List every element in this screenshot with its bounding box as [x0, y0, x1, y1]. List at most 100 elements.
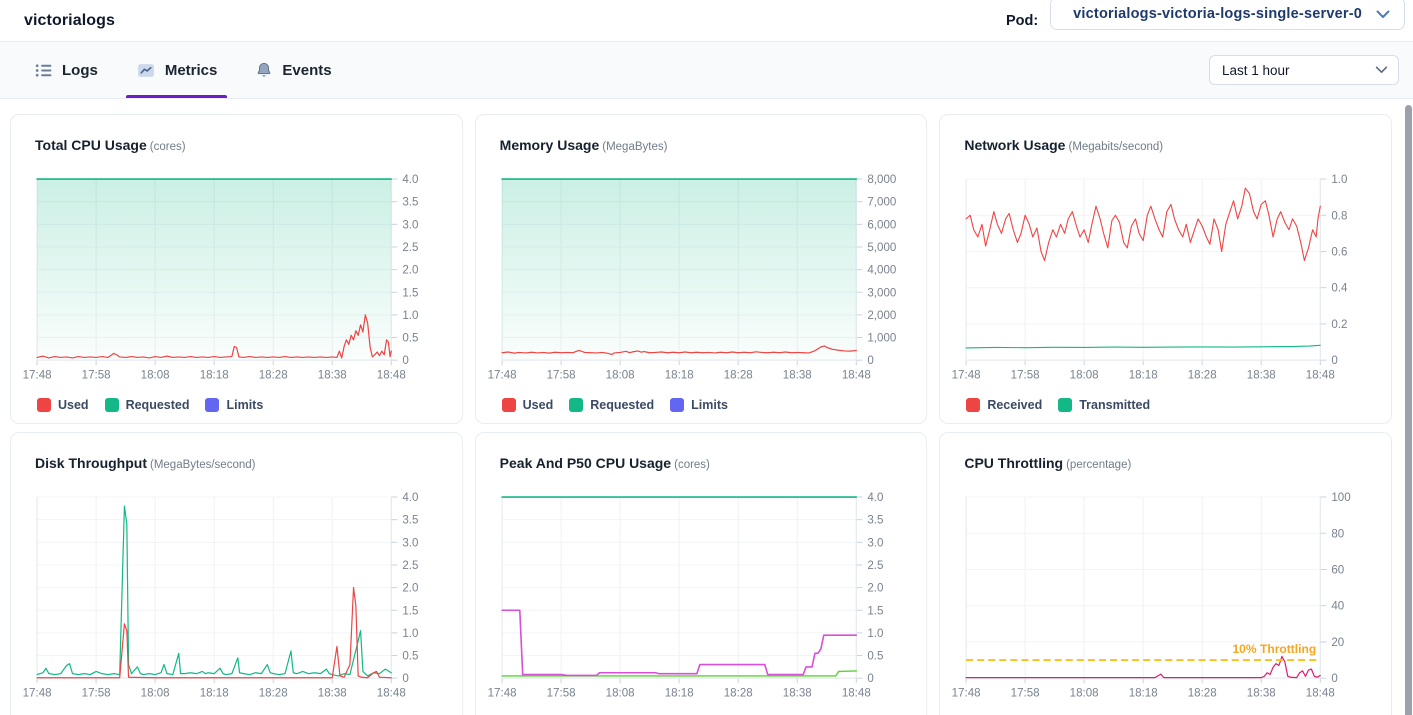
legend-label: Requested: [126, 398, 190, 412]
time-range-value: Last 1 hour: [1222, 63, 1290, 78]
svg-text:18:28: 18:28: [259, 687, 288, 699]
legend-label: Used: [523, 398, 554, 412]
scrollbar[interactable]: [1404, 104, 1413, 715]
svg-text:18:18: 18:18: [664, 369, 693, 381]
legend-item: Requested: [569, 398, 654, 412]
legend-label: Used: [58, 398, 89, 412]
chart-card-cpu-throttling: CPU Throttling(percentage) 17:4817:5818:…: [939, 432, 1392, 715]
svg-text:1,000: 1,000: [867, 333, 896, 345]
svg-text:8,000: 8,000: [867, 174, 896, 186]
svg-text:2.0: 2.0: [402, 265, 418, 277]
svg-text:1.0: 1.0: [402, 628, 418, 640]
svg-text:0: 0: [1332, 673, 1338, 685]
svg-text:0.2: 0.2: [1332, 319, 1348, 331]
chart-title: Memory Usage(MegaBytes): [500, 137, 915, 153]
chart-legend: Received Transmitted: [966, 398, 1379, 412]
legend-item: Limits: [205, 398, 263, 412]
chart-card-memory: Memory Usage(MegaBytes) 17:4817:5818:081…: [475, 114, 928, 424]
svg-text:20: 20: [1332, 637, 1345, 649]
svg-text:17:48: 17:48: [23, 687, 52, 699]
svg-text:18:08: 18:08: [141, 687, 170, 699]
svg-text:1.0: 1.0: [1332, 174, 1348, 186]
chart-card-disk: Disk Throughput(MegaBytes/second) 17:481…: [10, 432, 463, 715]
svg-text:18:48: 18:48: [841, 369, 870, 381]
metrics-grid: Total CPU Usage(cores) 17:4817:5818:0818…: [0, 99, 1413, 715]
svg-text:10% Throttling: 10% Throttling: [1233, 642, 1317, 656]
svg-text:2.0: 2.0: [867, 583, 883, 595]
svg-text:17:58: 17:58: [1011, 687, 1040, 699]
legend-item: Transmitted: [1058, 398, 1150, 412]
svg-text:18:28: 18:28: [1188, 687, 1217, 699]
chart-card-peak-p50-cpu: Peak And P50 CPU Usage(cores) 17:4817:58…: [475, 432, 928, 715]
svg-text:0: 0: [402, 673, 408, 685]
svg-text:18:18: 18:18: [1129, 369, 1158, 381]
tab-events[interactable]: Events: [245, 42, 341, 98]
svg-text:18:38: 18:38: [318, 369, 347, 381]
tab-metrics[interactable]: Metrics: [126, 42, 228, 98]
svg-text:18:28: 18:28: [259, 369, 288, 381]
legend-swatch: [205, 398, 219, 412]
svg-text:3.5: 3.5: [867, 515, 883, 527]
chart-plot[interactable]: 17:4817:5818:0818:1818:2818:3818:4802040…: [956, 491, 1379, 704]
legend-swatch: [502, 398, 516, 412]
legend-swatch: [670, 398, 684, 412]
svg-text:17:48: 17:48: [952, 369, 981, 381]
bell-icon: [255, 61, 273, 80]
legend-swatch: [569, 398, 583, 412]
svg-text:0.5: 0.5: [402, 651, 418, 663]
svg-text:0.5: 0.5: [402, 333, 418, 345]
svg-text:18:08: 18:08: [1070, 369, 1099, 381]
svg-text:5,000: 5,000: [867, 242, 896, 254]
svg-text:40: 40: [1332, 601, 1345, 613]
svg-text:4.0: 4.0: [402, 174, 418, 186]
svg-text:18:48: 18:48: [1306, 369, 1335, 381]
legend-label: Limits: [691, 398, 728, 412]
svg-text:0: 0: [402, 355, 408, 367]
svg-text:18:18: 18:18: [664, 687, 693, 699]
svg-text:18:08: 18:08: [605, 369, 634, 381]
svg-text:18:18: 18:18: [200, 687, 229, 699]
svg-text:0: 0: [1332, 355, 1338, 367]
svg-text:0: 0: [867, 355, 873, 367]
svg-text:100: 100: [1332, 492, 1351, 504]
svg-text:18:38: 18:38: [782, 369, 811, 381]
svg-text:18:48: 18:48: [377, 369, 406, 381]
svg-text:3.0: 3.0: [402, 219, 418, 231]
pod-select[interactable]: victorialogs-victoria-logs-single-server…: [1050, 0, 1405, 30]
chart-plot[interactable]: 17:4817:5818:0818:1818:2818:3818:4800.51…: [492, 491, 915, 704]
svg-text:18:18: 18:18: [200, 369, 229, 381]
time-range-select[interactable]: Last 1 hour: [1209, 55, 1399, 85]
svg-text:1.5: 1.5: [402, 287, 418, 299]
app-header: victorialogs Pod: victorialogs-victoria-…: [0, 0, 1413, 42]
svg-text:4,000: 4,000: [867, 265, 896, 277]
legend-item: Used: [37, 398, 89, 412]
svg-text:0.5: 0.5: [867, 651, 883, 663]
pod-selector-area: Pod: victorialogs-victoria-logs-single-s…: [1006, 11, 1405, 30]
svg-text:17:48: 17:48: [952, 687, 981, 699]
svg-text:7,000: 7,000: [867, 197, 896, 209]
svg-text:18:48: 18:48: [1306, 687, 1335, 699]
svg-text:3.0: 3.0: [402, 537, 418, 549]
tab-logs[interactable]: Logs: [24, 42, 108, 98]
page-title: victorialogs: [24, 12, 115, 30]
svg-text:18:38: 18:38: [782, 687, 811, 699]
svg-text:17:58: 17:58: [546, 369, 575, 381]
chart-plot[interactable]: 17:4817:5818:0818:1818:2818:3818:4800.51…: [27, 491, 450, 704]
chart-plot[interactable]: 17:4817:5818:0818:1818:2818:3818:4801,00…: [492, 173, 915, 386]
svg-text:1.0: 1.0: [402, 310, 418, 322]
svg-text:18:38: 18:38: [1247, 369, 1276, 381]
legend-label: Requested: [590, 398, 654, 412]
svg-text:3,000: 3,000: [867, 287, 896, 299]
svg-text:18:28: 18:28: [723, 687, 752, 699]
legend-label: Transmitted: [1079, 398, 1150, 412]
svg-text:6,000: 6,000: [867, 219, 896, 231]
chart-plot[interactable]: 17:4817:5818:0818:1818:2818:3818:4800.20…: [956, 173, 1379, 386]
chart-plot[interactable]: 17:4817:5818:0818:1818:2818:3818:4800.51…: [27, 173, 450, 386]
legend-item: Received: [966, 398, 1042, 412]
scrollbar-thumb[interactable]: [1405, 105, 1412, 715]
legend-item: Requested: [105, 398, 190, 412]
svg-text:2.5: 2.5: [402, 560, 418, 572]
legend-label: Limits: [226, 398, 263, 412]
svg-text:3.5: 3.5: [402, 197, 418, 209]
pod-select-value: victorialogs-victoria-logs-single-server…: [1073, 6, 1362, 22]
